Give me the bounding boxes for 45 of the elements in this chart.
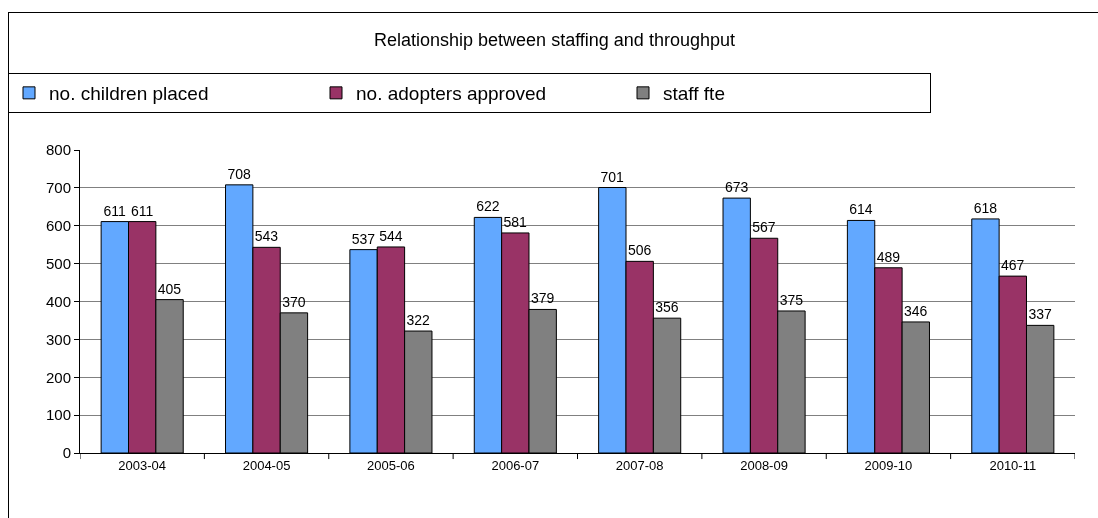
x-tick-label: 2006-07 (491, 457, 540, 473)
x-tick-label: 2003-04 (118, 457, 167, 473)
data-label: 701 (600, 168, 625, 185)
data-label: 622 (476, 198, 500, 215)
legend-label: no. children placed (49, 83, 209, 105)
data-label: 611 (103, 202, 127, 219)
data-label: 375 (779, 291, 804, 308)
y-tick-label: 100 (45, 406, 71, 424)
chart-title: Relationship between staffing and throughput (374, 30, 735, 51)
data-label: 346 (904, 302, 928, 319)
data-label: 356 (655, 299, 679, 316)
y-tick-label: 200 (45, 368, 71, 386)
y-tick-label: 800 (45, 141, 71, 159)
data-label: 405 (157, 280, 182, 297)
data-label: 322 (406, 312, 431, 329)
x-tick-label: 2007-08 (615, 457, 664, 473)
data-label: 581 (503, 213, 528, 230)
legend-label: no. adopters approved (356, 83, 547, 105)
data-label: 543 (254, 228, 279, 245)
x-tick-label: 2009-10 (864, 457, 913, 473)
data-label: 467 (1001, 257, 1025, 274)
x-tick-label: 2010-11 (989, 457, 1037, 473)
data-label: 673 (724, 179, 749, 196)
data-label: 618 (973, 199, 998, 216)
data-label: 337 (1028, 306, 1052, 323)
y-tick-label: 400 (45, 292, 71, 310)
data-label: 537 (351, 230, 376, 247)
data-label: 506 (627, 242, 652, 259)
data-label: 614 (849, 201, 873, 218)
data-label: 379 (530, 290, 555, 307)
data-label: 708 (227, 165, 251, 182)
legend-label: staff fte (663, 83, 725, 105)
data-label: 370 (282, 293, 306, 310)
data-label: 611 (130, 202, 154, 219)
y-tick-label: 500 (45, 254, 71, 272)
data-label: 567 (752, 219, 776, 236)
data-label: 544 (379, 227, 403, 244)
x-tick-label: 2004-05 (242, 457, 291, 473)
x-tick-label: 2005-06 (367, 457, 415, 473)
x-tick-label: 2008-09 (740, 457, 788, 473)
y-tick-label: 0 (62, 444, 71, 462)
y-tick-label: 700 (45, 179, 71, 197)
y-tick-label: 600 (45, 217, 71, 234)
data-label: 489 (876, 248, 901, 265)
y-tick-label: 300 (45, 330, 71, 348)
